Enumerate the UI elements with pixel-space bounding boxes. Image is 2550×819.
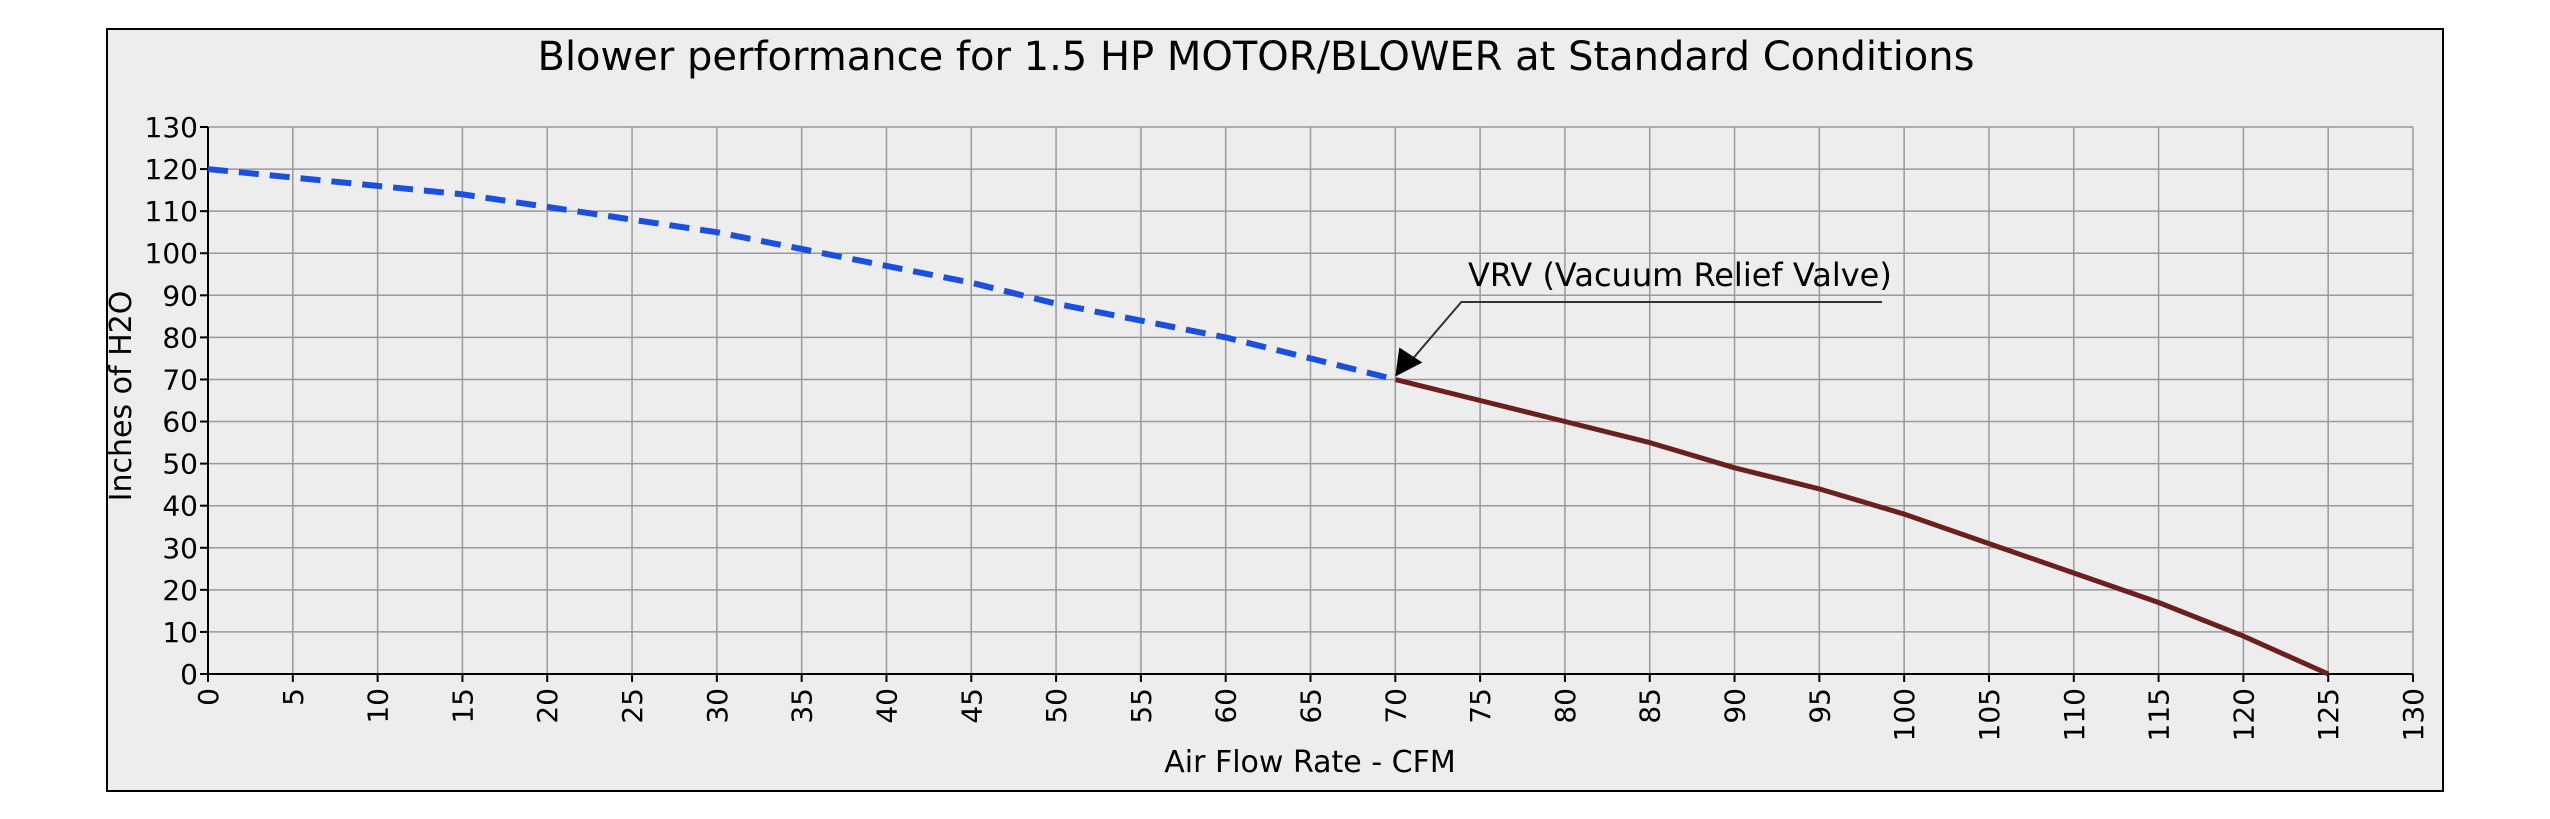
x-tick-label: 0 xyxy=(192,688,225,706)
x-tick-label: 130 xyxy=(2397,688,2430,741)
y-tick-label: 80 xyxy=(162,321,198,354)
y-tick-label: 120 xyxy=(145,153,198,186)
x-tick-label: 120 xyxy=(2227,688,2260,741)
x-axis-label: Air Flow Rate - CFM xyxy=(1164,745,1456,780)
y-tick-labels: 0 10 20 30 40 50 60 70 80 90 100 110 120 130 xyxy=(145,111,198,691)
x-tick-label: 110 xyxy=(2058,688,2091,741)
x-tick-label: 30 xyxy=(701,688,734,724)
x-tick-label: 65 xyxy=(1295,688,1328,724)
y-tick-label: 40 xyxy=(162,490,198,523)
annotation: VRV (Vacuum Relief Valve) xyxy=(1395,256,1892,377)
y-tick-label: 30 xyxy=(162,532,198,565)
x-tick-label: 15 xyxy=(446,688,479,724)
chart-frame xyxy=(106,28,2444,792)
grid xyxy=(207,126,2414,675)
y-tick-label: 110 xyxy=(145,195,198,228)
axes xyxy=(200,126,2414,682)
x-tick-label: 125 xyxy=(2312,688,2345,741)
x-tick-label: 105 xyxy=(1973,688,2006,741)
x-tick-label: 85 xyxy=(1634,688,1667,724)
x-tick-label: 100 xyxy=(1888,688,1921,741)
y-tick-label: 100 xyxy=(145,237,198,270)
x-tick-label: 90 xyxy=(1719,688,1752,724)
x-tick-label: 55 xyxy=(1125,688,1158,724)
annotation-arrowhead xyxy=(1395,347,1423,377)
x-tick-labels: 0 5 10 15 20 25 30 35 40 45 50 55 60 65 70 75 80 85 90 95 10… xyxy=(192,688,2430,741)
annotation-label: VRV (Vacuum Relief Valve) xyxy=(1468,256,1892,294)
y-tick-label: 90 xyxy=(162,279,198,312)
x-tick-label: 75 xyxy=(1464,688,1497,724)
x-tick-label: 45 xyxy=(955,688,988,724)
x-tick-label: 70 xyxy=(1379,688,1412,724)
series-solid-line xyxy=(1394,377,2330,677)
y-tick-label: 70 xyxy=(162,363,198,396)
y-tick-label: 0 xyxy=(180,658,198,691)
y-tick-label: 20 xyxy=(162,574,198,607)
x-tick-label: 115 xyxy=(2143,688,2176,741)
chart-title: Blower performance for 1.5 HP MOTOR/BLOW… xyxy=(538,34,1975,80)
x-tick-label: 25 xyxy=(616,688,649,724)
x-tick-label: 10 xyxy=(362,688,395,724)
x-tick-label: 5 xyxy=(277,688,310,706)
y-tick-label: 50 xyxy=(162,448,198,481)
x-tick-label: 95 xyxy=(1803,688,1836,724)
y-tick-label: 130 xyxy=(145,111,198,144)
y-tick-label: 10 xyxy=(162,616,198,649)
x-tick-label: 60 xyxy=(1210,688,1243,724)
x-tick-label: 80 xyxy=(1549,688,1582,724)
series-lines xyxy=(207,166,2330,677)
y-tick-label: 60 xyxy=(162,406,198,439)
x-tick-label: 40 xyxy=(870,688,903,724)
x-tick-label: 20 xyxy=(531,688,564,724)
x-tick-label: 35 xyxy=(786,688,819,724)
annotation-leader-line xyxy=(1404,301,1882,369)
y-axis-label: Inches of H2O xyxy=(104,291,139,502)
x-tick-label: 50 xyxy=(1040,688,1073,724)
